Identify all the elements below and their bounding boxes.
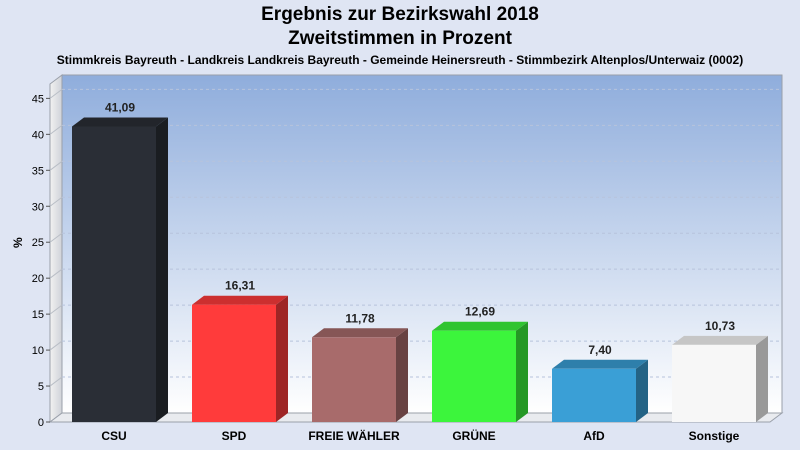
x-tick-label: CSU [101, 429, 126, 443]
bar-freie-w-hler [312, 328, 408, 422]
bar-afd [552, 359, 648, 422]
bar-front [432, 330, 516, 422]
plot-back-wall [61, 74, 783, 414]
bar-side [396, 328, 408, 422]
gridline-side [49, 88, 63, 99]
bar-spd [192, 295, 288, 422]
gridline-side [49, 124, 63, 135]
y-tick-label: 5 [38, 381, 44, 393]
bar-side [756, 335, 768, 422]
chart-title-line2: Zweitstimmen in Prozent [288, 28, 512, 49]
bar-side [276, 295, 288, 422]
y-tick-label: 20 [32, 273, 44, 285]
bar-sonstige [672, 335, 768, 422]
data-label: 10,73 [705, 319, 735, 333]
bar-gr-ne [432, 321, 528, 422]
bar-side [516, 321, 528, 422]
x-tick-label: AfD [583, 429, 605, 443]
chart-title: Ergebnis zur Bezirkswahl 2018 [261, 4, 539, 25]
data-label: 16,31 [225, 279, 255, 293]
gridline-side [49, 196, 63, 207]
x-tick-label: GRÜNE [452, 428, 495, 443]
y-tick-label: 25 [32, 237, 44, 249]
y-tick-label: 10 [32, 345, 44, 357]
y-tick-label: 0 [38, 417, 44, 429]
bar-top [192, 295, 288, 305]
x-tick-label: Sonstige [689, 429, 740, 443]
bar-front [552, 368, 636, 422]
bar-top [432, 321, 528, 331]
gridline-side [49, 376, 63, 387]
bar-top [312, 328, 408, 338]
data-label: 11,78 [345, 311, 375, 325]
gridline-side [49, 268, 63, 279]
x-tick-label: FREIE WÄHLER [308, 428, 400, 443]
gridline-side [49, 160, 63, 171]
y-tick-label: 45 [32, 93, 44, 105]
data-label: 41,09 [105, 101, 135, 115]
bar-side [636, 359, 648, 422]
bar-front [72, 126, 156, 422]
bar-side [156, 117, 168, 422]
y-tick-label: 35 [32, 165, 44, 177]
bar-top [672, 335, 768, 345]
chart-subtitle: Stimmkreis Bayreuth - Landkreis Landkrei… [56, 53, 744, 67]
bar-csu [72, 117, 168, 422]
y-tick-label: 40 [32, 129, 44, 141]
bar-top [72, 117, 168, 127]
gridline-side [49, 304, 63, 315]
bar-front [192, 304, 276, 422]
x-tick-label: SPD [222, 429, 247, 443]
gridline-side [49, 232, 63, 243]
bar-front [672, 344, 756, 422]
y-tick-label: 15 [32, 309, 44, 321]
gridline-side [49, 340, 63, 351]
y-tick-label: 30 [32, 201, 44, 213]
data-label: 7,40 [588, 343, 612, 357]
bar-top [552, 359, 648, 369]
data-label: 12,69 [465, 305, 495, 319]
y-axis-label: % [11, 237, 25, 248]
bar-front [312, 337, 396, 422]
